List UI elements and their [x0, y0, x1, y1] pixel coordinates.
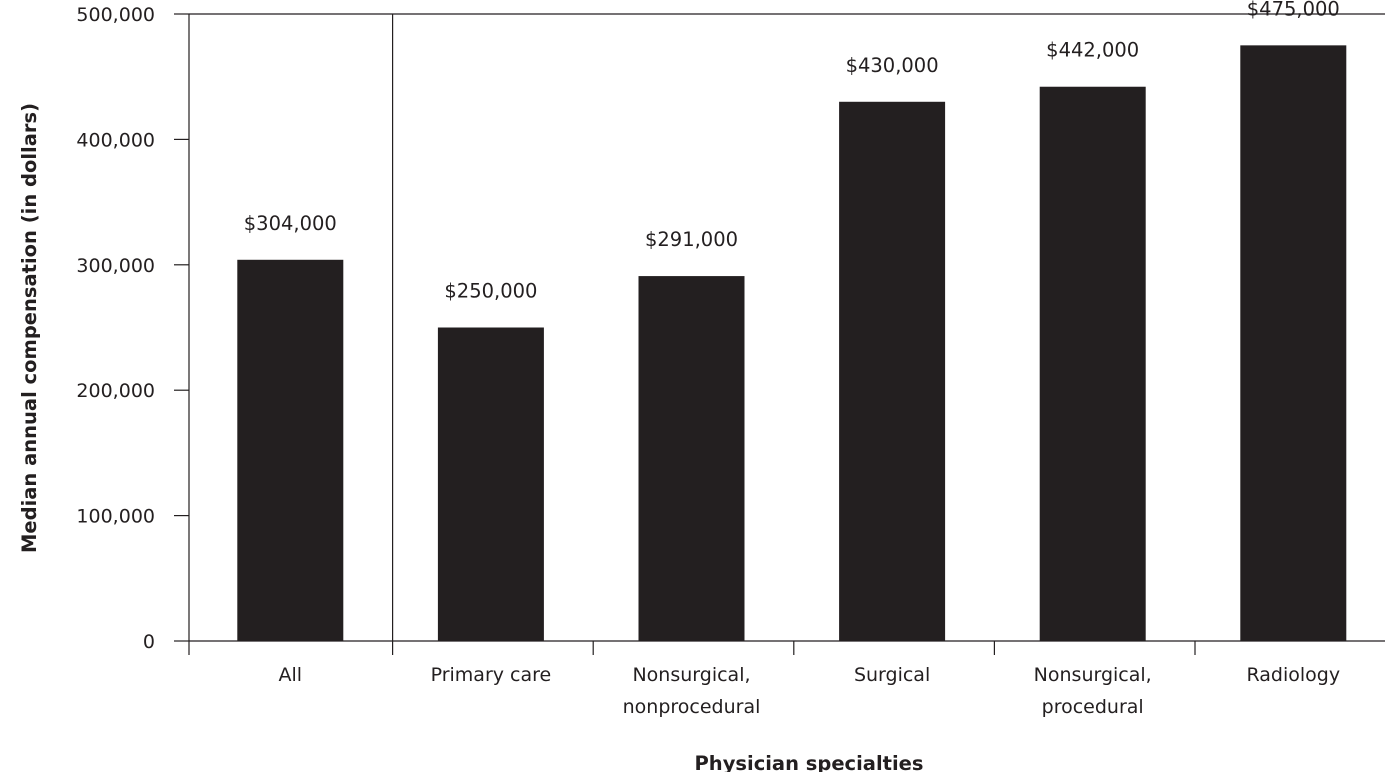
data-labels: $304,000 $250,000 $291,000 $430,000 $442,000…: [244, 0, 1340, 303]
y-tick-label: 0: [143, 631, 155, 653]
bar: [839, 101, 946, 641]
y-tick-label: 500,000: [76, 4, 155, 26]
bar: [1039, 86, 1146, 642]
y-tick-label: 100,000: [76, 506, 155, 528]
category-label: procedural: [1042, 696, 1144, 718]
y-tick-label: 400,000: [76, 129, 155, 151]
data-label: $475,000: [1247, 0, 1340, 20]
bars: [237, 45, 1347, 642]
y-tick-label: 300,000: [76, 255, 155, 277]
plot-frame: [188, 13, 1385, 655]
category-label: All: [279, 664, 303, 686]
data-label: $442,000: [1046, 39, 1139, 62]
bar: [1240, 45, 1347, 642]
category-label: Nonsurgical,: [632, 664, 750, 686]
category-label: nonprocedural: [623, 696, 761, 718]
category-label: Radiology: [1246, 664, 1340, 686]
y-axis-ticks: 0 100,000 200,000 300,000 400,000 500,000: [76, 4, 189, 653]
x-axis-title: Physician specialties: [695, 752, 924, 772]
data-label: $291,000: [645, 228, 738, 251]
data-label: $304,000: [244, 212, 337, 235]
data-label: $430,000: [846, 54, 939, 77]
category-label: Nonsurgical,: [1034, 664, 1152, 686]
y-axis-title: Median annual compensation (in dollars): [18, 103, 41, 553]
bar: [638, 276, 745, 641]
data-label: $250,000: [444, 280, 537, 303]
bar: [437, 327, 544, 641]
x-axis-ticks: [592, 641, 1196, 655]
bar: [237, 259, 344, 641]
category-label: Primary care: [431, 664, 552, 686]
category-label: Surgical: [854, 664, 930, 686]
y-tick-label: 200,000: [76, 380, 155, 402]
category-labels: All Primary care Nonsurgical, nonprocedural…: [279, 664, 1341, 718]
